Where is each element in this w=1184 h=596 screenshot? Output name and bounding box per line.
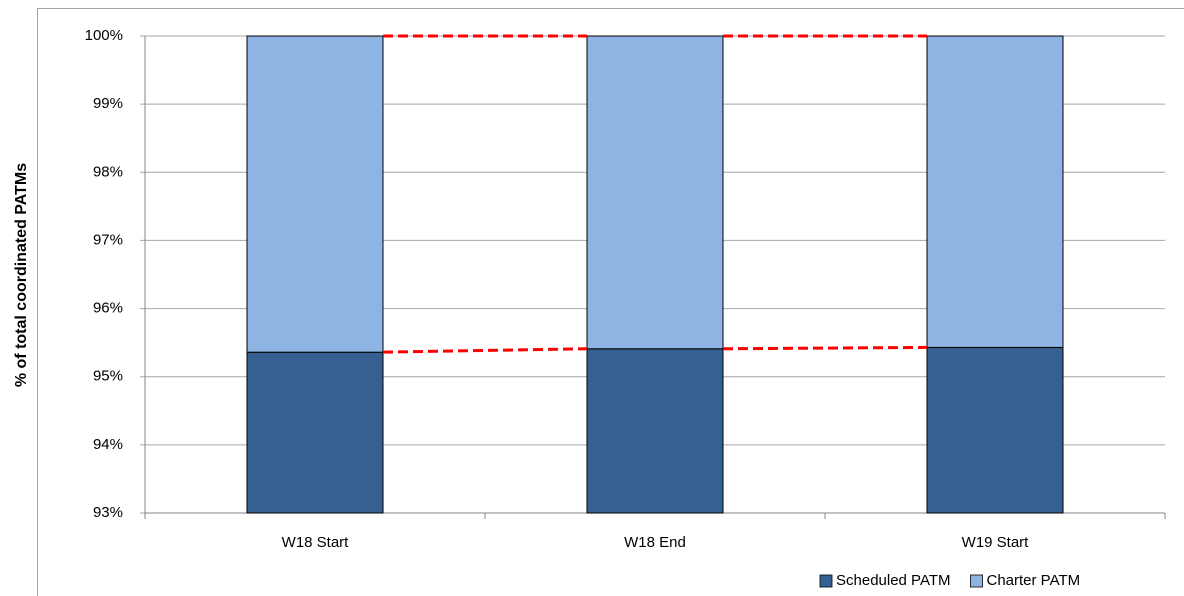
y-tick-label: 93% (93, 504, 123, 521)
y-tick-label: 96% (93, 300, 123, 317)
y-tick-label: 97% (93, 231, 123, 248)
x-tick-label: W18 End (624, 534, 686, 551)
bar-segment (246, 35, 384, 353)
x-tick-label: W19 Start (962, 534, 1030, 551)
legend-swatch (819, 574, 833, 588)
legend-label: Scheduled PATM (836, 572, 951, 589)
bar-segment (926, 346, 1064, 514)
bar-segment (246, 351, 384, 514)
bar-segment (926, 35, 1064, 348)
legend-label: Charter PATM (987, 572, 1081, 589)
y-tick-label: 99% (93, 95, 123, 112)
series-line (722, 345, 928, 351)
bar-segment (586, 348, 724, 514)
y-tick-label: 94% (93, 436, 123, 453)
y-tick-label: 98% (93, 163, 123, 180)
bar-segment (586, 35, 724, 350)
legend-swatch (970, 574, 983, 588)
chart-frame (37, 8, 1184, 596)
series-line (382, 347, 588, 354)
y-tick-label: 100% (85, 27, 123, 44)
y-axis-label: % of total coordinated PATMs (13, 163, 30, 387)
x-tick-label: W18 Start (282, 534, 350, 551)
y-tick-label: 95% (93, 368, 123, 385)
